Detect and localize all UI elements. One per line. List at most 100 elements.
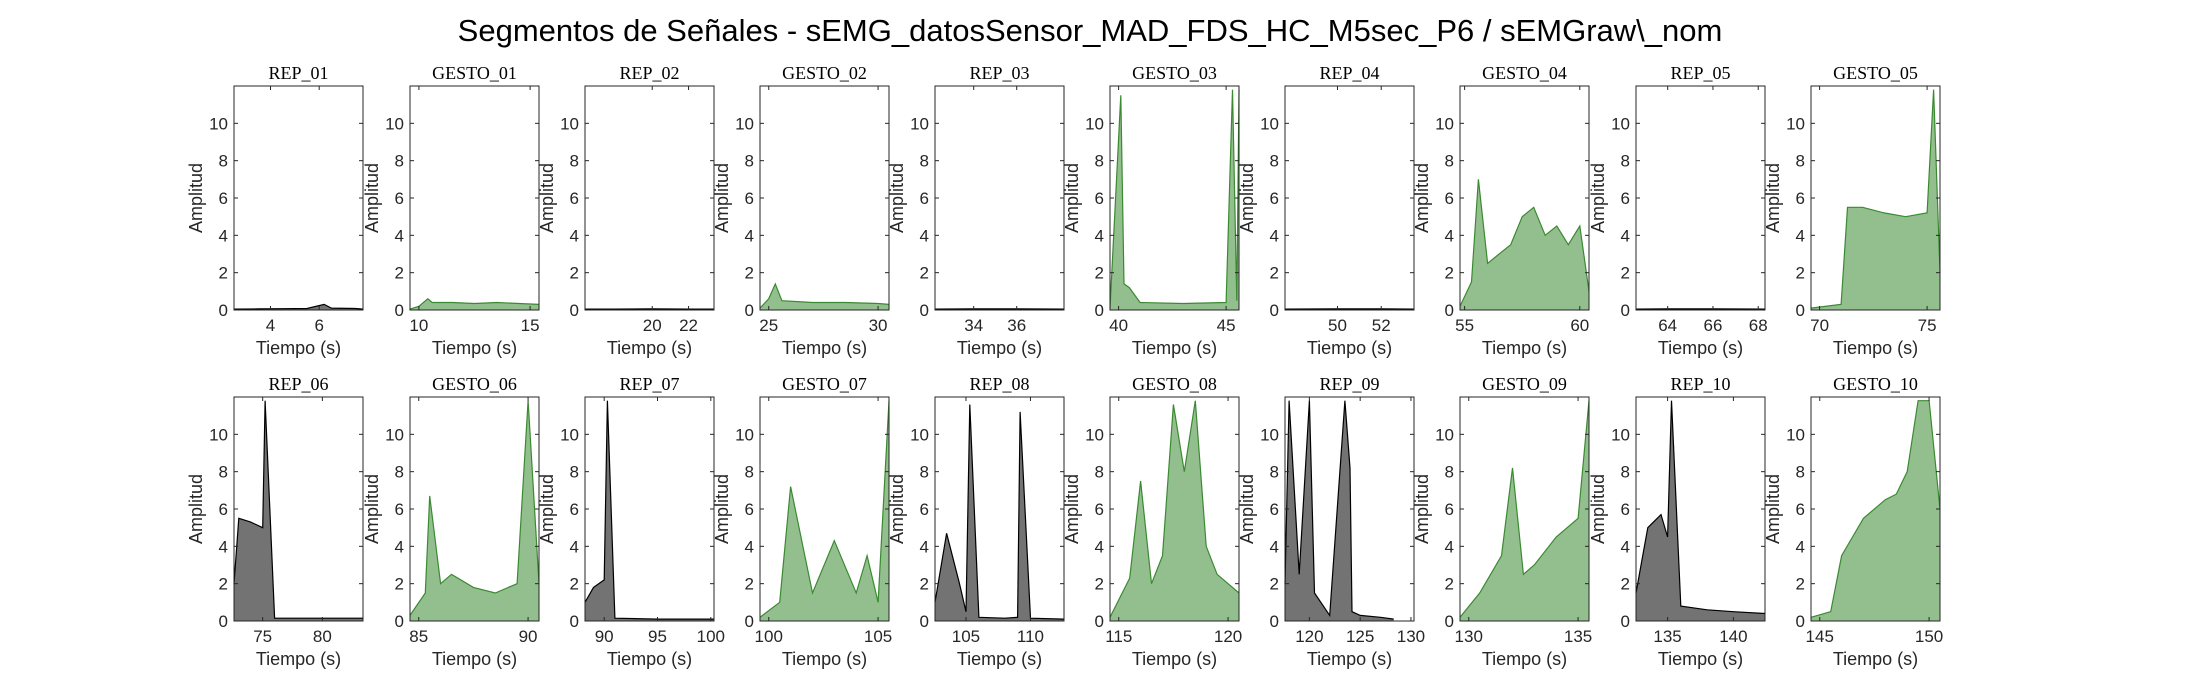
y-tick-label: 10 xyxy=(735,425,754,444)
panel-title: GESTO_09 xyxy=(1482,374,1567,394)
x-tick-label: 10 xyxy=(409,316,428,335)
y-tick-label: 0 xyxy=(1095,612,1104,631)
x-tick-label: 95 xyxy=(648,627,667,646)
y-tick-label: 6 xyxy=(219,189,228,208)
y-axis-label: Amplitud xyxy=(1237,163,1257,233)
x-tick-label: 130 xyxy=(1455,627,1483,646)
panel-rep-04: 0 2 4 6 8 10 50 52 REP_04 Tiempo (s) Amplitud xyxy=(1237,63,1415,358)
y-tick-label: 0 xyxy=(395,612,404,631)
panel-rep-07: 0 2 4 6 8 10 90 95 100 REP_07 Tiempo (s) Amplitud xyxy=(537,374,725,669)
panel-title: GESTO_10 xyxy=(1833,374,1918,394)
x-axis-label: Tiempo (s) xyxy=(607,649,692,669)
y-tick-label: 4 xyxy=(1445,537,1454,556)
panel-gesto-05: 0 2 4 6 8 10 70 75 GESTO_05 Tiempo (s) Amplitud xyxy=(1763,63,1941,358)
series-area xyxy=(760,283,889,310)
y-tick-label: 10 xyxy=(385,425,404,444)
y-tick-label: 4 xyxy=(1095,537,1104,556)
panel-title: REP_06 xyxy=(268,374,328,394)
y-tick-label: 2 xyxy=(395,575,404,594)
y-tick-label: 8 xyxy=(219,152,228,171)
y-tick-label: 0 xyxy=(570,612,579,631)
y-tick-label: 8 xyxy=(395,463,404,482)
y-tick-label: 0 xyxy=(1621,301,1630,320)
panel-title: REP_01 xyxy=(268,63,328,83)
series-area xyxy=(1110,89,1239,310)
series-area xyxy=(760,400,889,621)
y-tick-label: 6 xyxy=(1796,500,1805,519)
y-tick-label: 10 xyxy=(1786,114,1805,133)
y-tick-label: 4 xyxy=(1270,537,1279,556)
panel-title: GESTO_01 xyxy=(432,63,517,83)
axes-box xyxy=(934,85,1065,311)
y-axis-label: Amplitud xyxy=(362,163,382,233)
y-tick-label: 6 xyxy=(1270,500,1279,519)
x-axis-label: Tiempo (s) xyxy=(1482,338,1567,358)
y-tick-label: 2 xyxy=(1270,575,1279,594)
x-tick-label: 150 xyxy=(1915,627,1943,646)
panel-gesto-07: 0 2 4 6 8 10 100 105 GESTO_07 Tiempo (s) Amplitud xyxy=(712,374,892,669)
y-tick-label: 0 xyxy=(219,612,228,631)
x-tick-label: 15 xyxy=(521,316,540,335)
series-area xyxy=(410,298,539,310)
panel-title: REP_03 xyxy=(969,63,1029,83)
y-axis-label: Amplitud xyxy=(1588,474,1608,544)
x-tick-label: 40 xyxy=(1109,316,1128,335)
axes-box xyxy=(233,85,364,311)
y-tick-label: 0 xyxy=(1445,301,1454,320)
panel-rep-02: 0 2 4 6 8 10 20 22 REP_02 Tiempo (s) Amplitud xyxy=(537,63,715,358)
x-tick-label: 105 xyxy=(952,627,980,646)
y-tick-label: 8 xyxy=(1796,463,1805,482)
y-axis-label: Amplitud xyxy=(186,474,206,544)
y-tick-label: 6 xyxy=(1796,189,1805,208)
panel-gesto-06: 0 2 4 6 8 10 85 90 GESTO_06 Tiempo (s) Amplitud xyxy=(362,374,540,669)
y-axis-label: Amplitud xyxy=(1763,163,1783,233)
panel-gesto-09: 0 2 4 6 8 10 130 135 GESTO_09 Tiempo (s) Amplitud xyxy=(1412,374,1592,669)
y-tick-label: 0 xyxy=(219,301,228,320)
x-axis-label: Tiempo (s) xyxy=(782,338,867,358)
y-tick-label: 2 xyxy=(219,575,228,594)
y-tick-label: 4 xyxy=(920,537,929,556)
x-tick-label: 68 xyxy=(1749,316,1768,335)
panel-gesto-08: 0 2 4 6 8 10 115 120 GESTO_08 Tiempo (s) Amplitud xyxy=(1062,374,1242,669)
panel-rep-09: 0 2 4 6 8 10 120 125 130 REP_09 Tiempo (s) Amplitud xyxy=(1237,374,1425,669)
x-axis-label: Tiempo (s) xyxy=(256,649,341,669)
y-tick-label: 10 xyxy=(910,114,929,133)
y-tick-label: 6 xyxy=(395,500,404,519)
x-tick-label: 80 xyxy=(313,627,332,646)
y-tick-label: 6 xyxy=(570,189,579,208)
panel-title: GESTO_05 xyxy=(1833,63,1918,83)
axes-box xyxy=(1109,85,1240,311)
x-tick-label: 135 xyxy=(1564,627,1592,646)
panel-title: REP_02 xyxy=(619,63,679,83)
y-tick-label: 6 xyxy=(395,189,404,208)
y-tick-label: 2 xyxy=(1621,575,1630,594)
y-tick-label: 8 xyxy=(1445,463,1454,482)
panel-title: GESTO_03 xyxy=(1132,63,1217,83)
x-axis-label: Tiempo (s) xyxy=(1833,338,1918,358)
y-tick-label: 4 xyxy=(1270,226,1279,245)
y-tick-label: 10 xyxy=(1435,425,1454,444)
x-tick-label: 30 xyxy=(869,316,888,335)
y-tick-label: 2 xyxy=(920,575,929,594)
y-tick-label: 10 xyxy=(1260,425,1279,444)
y-tick-label: 0 xyxy=(1621,612,1630,631)
y-tick-label: 4 xyxy=(1621,537,1630,556)
series-area xyxy=(1811,89,1940,310)
y-tick-label: 8 xyxy=(1270,463,1279,482)
y-tick-label: 8 xyxy=(570,463,579,482)
y-axis-label: Amplitud xyxy=(712,474,732,544)
y-axis-label: Amplitud xyxy=(537,474,557,544)
series-area xyxy=(1110,400,1239,621)
y-tick-label: 0 xyxy=(570,301,579,320)
x-tick-label: 110 xyxy=(1017,627,1044,646)
y-tick-label: 8 xyxy=(1270,152,1279,171)
y-tick-label: 10 xyxy=(735,114,754,133)
y-tick-label: 8 xyxy=(1095,152,1104,171)
x-tick-label: 34 xyxy=(964,316,983,335)
y-axis-label: Amplitud xyxy=(712,163,732,233)
series-area xyxy=(935,404,1064,621)
x-tick-label: 64 xyxy=(1658,316,1677,335)
y-tick-label: 0 xyxy=(920,301,929,320)
panel-title: REP_08 xyxy=(969,374,1029,394)
